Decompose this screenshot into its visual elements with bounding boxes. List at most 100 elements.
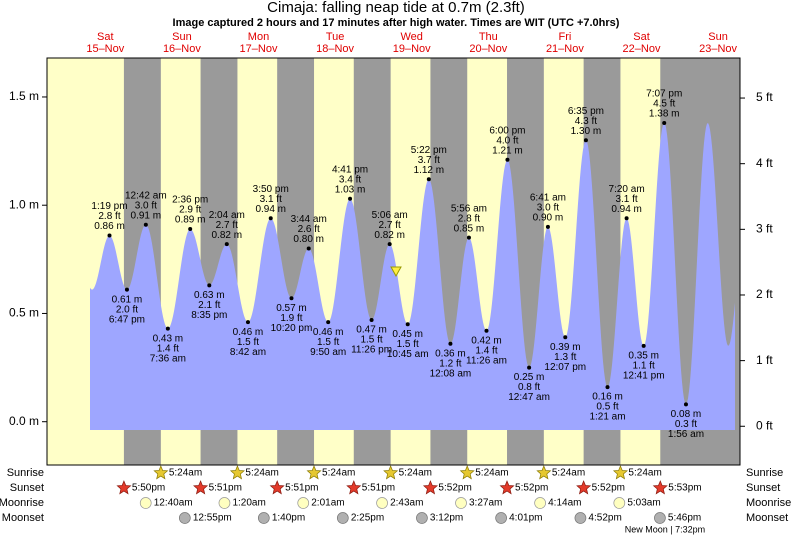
tide-point [662,120,667,125]
tide-time: 8:35 pm [191,310,227,321]
tide-m: 0.39 m [550,342,581,353]
tide-m: 0.36 m [435,348,466,359]
moonrise-icon [455,497,467,509]
tide-ft: 2.8 ft [98,211,120,222]
tide-m: 0.45 m [392,329,423,340]
tide-point [545,224,550,229]
day-name: Fri [558,31,571,43]
tide-time: 3:50 pm [253,184,289,195]
tide-time: 7:20 am [609,184,645,195]
tide-time: 3:44 am [291,214,327,225]
sunset-time: 5:52pm [592,483,625,494]
row-label-left: Sunrise [7,467,44,479]
tide-point [624,216,629,221]
tide-m: 1.38 m [649,109,680,120]
tide-ft: 3.7 ft [418,155,440,166]
tide-ft: 1.3 ft [554,352,576,363]
tide-time: 6:00 pm [489,125,525,136]
tide-ft: 1.5 ft [237,337,259,348]
row-label-left: Sunset [10,482,44,494]
plot [90,123,735,430]
y-tick-label: 1.5 m [9,89,39,103]
moonset-icon [178,512,191,524]
tide-point [326,320,331,325]
tide-point [348,196,353,201]
tide-m: 0.94 m [611,204,642,215]
y-tick-label: 0.5 m [9,306,39,320]
tide-ft: 1.5 ft [360,335,382,346]
tide-m: 0.63 m [194,290,225,301]
tide-point [605,385,610,390]
day-name: Tue [326,31,345,43]
tide-point [306,246,311,251]
day-date: 18–Nov [316,43,354,55]
tide-ft: 2.1 ft [198,300,220,311]
tide-ft: 0.3 ft [675,419,697,430]
y2-tick-label: 3 ft [756,222,773,236]
tide-m: 0.61 m [112,294,143,305]
tide-time: 6:47 pm [109,314,145,325]
sunset-time: 5:51pm [362,483,395,494]
sunset-time: 5:52pm [438,483,471,494]
tide-m: 0.90 m [533,213,564,224]
tide-ft: 2.6 ft [298,224,320,235]
day-name: Mon [248,31,269,43]
sunset-time: 5:51pm [209,483,242,494]
tide-ft: 3.0 ft [135,200,157,211]
tide-point [165,326,170,331]
moonset-icon [654,512,666,524]
tide-time: 12:42 am [125,190,167,201]
tide-point [245,320,250,325]
tide-point [426,177,431,182]
tide-point [369,317,374,322]
tide-ft: 3.4 ft [339,174,361,185]
tide-point [124,287,129,292]
sunset-icon [576,480,592,495]
tide-time: 11:26 pm [351,345,392,356]
sunrise-icon [229,465,245,480]
tide-point [466,235,471,240]
tide-ft: 3.1 ft [615,194,637,205]
tide-ft: 1.4 ft [475,345,497,356]
tide-ft: 1.4 ft [157,343,179,354]
sunrise-icon [383,465,399,480]
y2-tick-label: 4 ft [756,156,773,170]
day-date: 19–Nov [393,43,431,55]
tide-time: 7:07 pm [646,89,682,100]
tide-point [289,296,294,301]
moonset-time: 4:01pm [509,513,542,524]
moonrise-icon [297,497,310,509]
tide-m: 0.80 m [293,234,324,245]
moonrise-time: 2:01am [311,498,344,509]
day-name: Sun [172,31,192,43]
tide-ft: 1.5 ft [397,339,419,350]
tide-m: 0.08 m [671,409,702,420]
tide-point [641,343,646,348]
sunset-time: 5:50pm [132,483,165,494]
moonrise-icon [613,497,626,509]
day-date: 15–Nov [86,43,124,55]
tide-point [207,283,212,288]
moonset-icon [336,512,349,524]
tide-time: 1:19 pm [91,201,127,212]
plot-frame [46,57,741,466]
tide-point [268,216,273,221]
tide-m: 0.35 m [628,351,659,362]
tide-time: 1:21 am [589,412,625,423]
tide-m: 0.46 m [313,327,344,338]
moonrise-time: 5:03am [627,498,660,509]
moonrise-time: 2:43am [390,498,423,509]
moon-phase: New Moon | 7:32pm [625,524,705,534]
tide-time: 5:06 am [372,210,408,221]
day-name: Sun [708,31,728,43]
sunset-icon [422,480,438,495]
tide-ft: 4.3 ft [575,116,597,127]
moonset-icon [416,512,428,524]
day-date: 23–Nov [699,43,737,55]
current-tide-marker [390,266,402,278]
tide-m: 1.21 m [492,145,523,156]
tide-point [683,402,688,407]
row-label-right: Sunset [746,482,780,494]
tide-ft: 1.1 ft [633,361,655,372]
tide-point [527,365,532,370]
